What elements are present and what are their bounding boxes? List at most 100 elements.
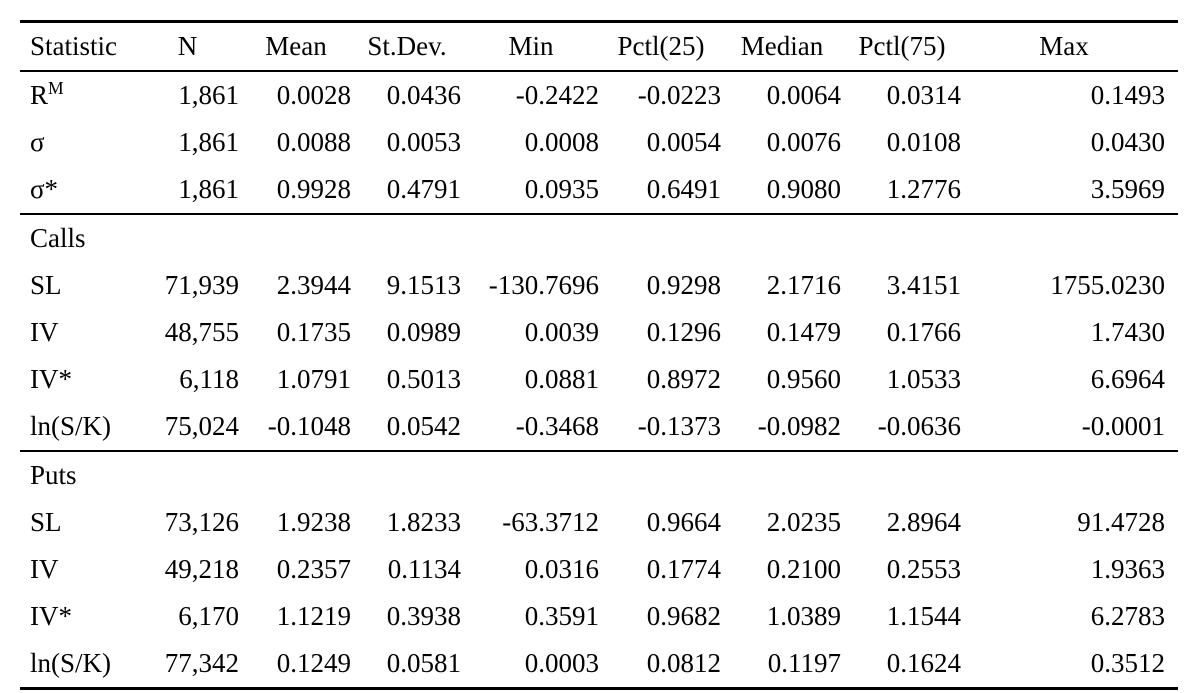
value-cell: 73,126	[164, 507, 239, 537]
row-label: σ	[30, 127, 45, 157]
value-cell: 0.0581	[386, 648, 461, 678]
value-cell: 0.1493	[1090, 80, 1165, 110]
value-cell: 0.0053	[386, 127, 461, 157]
section-label-puts: Puts	[30, 460, 77, 490]
value-cell: 1,861	[178, 80, 239, 110]
value-cell: 0.9080	[766, 174, 841, 204]
row-label-base: R	[30, 80, 49, 110]
value-cell: 1.9363	[1090, 554, 1165, 584]
row-puts-sl: SL 73,126 1.9238 1.8233 -63.3712 0.9664 …	[20, 499, 1178, 546]
row-label: ln(S/K)	[30, 648, 111, 678]
row-puts-lnsk: ln(S/K) 77,342 0.1249 0.0581 0.0003 0.08…	[20, 640, 1178, 689]
value-cell: -0.0223	[637, 80, 721, 110]
value-cell: 0.1766	[886, 317, 961, 347]
value-cell: 0.1197	[767, 648, 841, 678]
value-cell: 0.9298	[646, 270, 721, 300]
value-cell: 0.1735	[276, 317, 351, 347]
column-header-max: Max	[1039, 31, 1089, 61]
value-cell: 0.0076	[766, 127, 841, 157]
value-cell: 0.0881	[524, 364, 599, 394]
value-cell: 9.1513	[386, 270, 461, 300]
value-cell: 3.4151	[886, 270, 961, 300]
value-cell: 1.0389	[766, 601, 841, 631]
value-cell: 1.1219	[276, 601, 351, 631]
value-cell: 2.0235	[766, 507, 841, 537]
section-row-puts: Puts	[20, 451, 1178, 499]
value-cell: 71,939	[164, 270, 239, 300]
value-cell: 49,218	[164, 554, 239, 584]
value-cell: 0.0542	[386, 411, 461, 441]
value-cell: 0.4791	[386, 174, 461, 204]
value-cell: 0.3938	[386, 601, 461, 631]
row-label: IV	[30, 317, 59, 347]
value-cell: 0.0935	[524, 174, 599, 204]
value-cell: 0.3512	[1090, 648, 1165, 678]
value-cell: 1.8233	[386, 507, 461, 537]
value-cell: 3.5969	[1090, 174, 1165, 204]
value-cell: 0.0008	[524, 127, 599, 157]
row-label: IV*	[30, 364, 72, 394]
column-header-median: Median	[740, 31, 824, 61]
value-cell: 1755.0230	[1050, 270, 1165, 300]
header-row: Statistic N Mean St.Dev. Min Pctl(25) Me…	[20, 22, 1178, 71]
value-cell: 0.0054	[646, 127, 721, 157]
value-cell: 0.9664	[646, 507, 721, 537]
value-cell: 6.6964	[1090, 364, 1165, 394]
row-calls-sl: SL 71,939 2.3944 9.1513 -130.7696 0.9298…	[20, 262, 1178, 309]
row-label: ln(S/K)	[30, 411, 111, 441]
value-cell: 1,861	[178, 174, 239, 204]
value-cell: 0.1774	[646, 554, 721, 584]
value-cell: 75,024	[164, 411, 239, 441]
value-cell: 6,170	[178, 601, 239, 631]
value-cell: 0.0812	[646, 648, 721, 678]
value-cell: 1.0791	[276, 364, 351, 394]
value-cell: 0.0028	[276, 80, 351, 110]
value-cell: 0.9560	[766, 364, 841, 394]
row-puts-iv: IV 49,218 0.2357 0.1134 0.0316 0.1774 0.…	[20, 546, 1178, 593]
row-sigma-star: σ* 1,861 0.9928 0.4791 0.0935 0.6491 0.9…	[20, 166, 1178, 214]
row-label: SL	[30, 270, 62, 300]
value-cell: 0.0436	[386, 80, 461, 110]
row-label: σ*	[30, 174, 59, 204]
row-label: SL	[30, 507, 62, 537]
column-header-min: Min	[508, 31, 554, 61]
value-cell: 0.1134	[387, 554, 461, 584]
value-cell: -130.7696	[488, 270, 599, 300]
value-cell: 0.0108	[886, 127, 961, 157]
value-cell: 2.1716	[766, 270, 841, 300]
value-cell: 2.3944	[276, 270, 351, 300]
column-header-n: N	[177, 31, 198, 61]
summary-statistics-table: Statistic N Mean St.Dev. Min Pctl(25) Me…	[20, 20, 1178, 690]
value-cell: 1.2776	[886, 174, 961, 204]
column-header-pctl75: Pctl(75)	[858, 31, 946, 61]
value-cell: 0.0314	[886, 80, 961, 110]
row-rm: RM 1,861 0.0028 0.0436 -0.2422 -0.0223 0…	[20, 71, 1178, 119]
section-row-calls: Calls	[20, 214, 1178, 262]
value-cell: 0.9928	[276, 174, 351, 204]
value-cell: 0.1479	[766, 317, 841, 347]
column-header-mean: Mean	[265, 31, 327, 61]
value-cell: 1.9238	[276, 507, 351, 537]
value-cell: 2.8964	[886, 507, 961, 537]
value-cell: -0.3468	[515, 411, 599, 441]
row-calls-lnsk: ln(S/K) 75,024 -0.1048 0.0542 -0.3468 -0…	[20, 403, 1178, 451]
row-calls-iv-star: IV* 6,118 1.0791 0.5013 0.0881 0.8972 0.…	[20, 356, 1178, 403]
value-cell: 0.1624	[886, 648, 961, 678]
value-cell: -0.0982	[757, 411, 841, 441]
column-header-pctl25: Pctl(25)	[617, 31, 705, 61]
row-label: IV*	[30, 601, 72, 631]
value-cell: 0.8972	[646, 364, 721, 394]
value-cell: 0.0064	[766, 80, 841, 110]
value-cell: 0.0989	[386, 317, 461, 347]
value-cell: 91.4728	[1077, 507, 1165, 537]
value-cell: 48,755	[164, 317, 239, 347]
value-cell: 6.2783	[1090, 601, 1165, 631]
row-label: RM	[20, 71, 135, 119]
value-cell: 1,861	[178, 127, 239, 157]
value-cell: -0.2422	[515, 80, 599, 110]
value-cell: 6,118	[179, 364, 239, 394]
value-cell: 0.5013	[386, 364, 461, 394]
value-cell: 77,342	[164, 648, 239, 678]
value-cell: 0.2100	[766, 554, 841, 584]
value-cell: 1.1544	[886, 601, 961, 631]
